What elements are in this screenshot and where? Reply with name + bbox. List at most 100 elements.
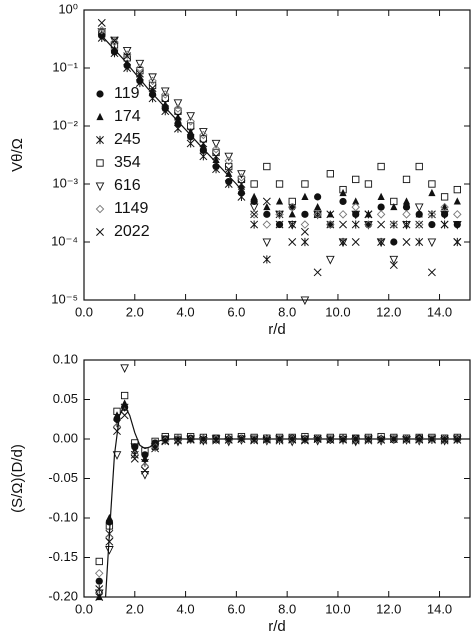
point [364,180,373,188]
point [428,220,436,229]
point [313,434,322,444]
point [338,238,348,248]
point [300,296,310,306]
y-tick-label: 10⁻² [52,117,78,132]
point [402,220,411,230]
point [186,139,195,148]
point [352,210,360,218]
point [224,152,234,162]
point [313,210,322,219]
point [174,119,182,128]
x-tick-label: 6.0 [227,304,245,319]
point [95,593,104,601]
y-tick-label: -0.20 [48,588,78,603]
point [326,210,335,219]
point [237,192,246,201]
point [224,435,233,444]
point [415,220,424,229]
point [313,268,322,277]
point [288,238,297,246]
point [428,180,436,188]
y-axis-label: Vθ/Ω [9,138,26,172]
point [352,197,360,205]
x-tick-label: 14.0 [427,601,452,616]
legend-label: 1149 [114,200,149,217]
point [427,434,437,444]
point [389,220,398,229]
point [250,180,258,188]
point [97,18,106,27]
point [453,220,461,229]
point [300,237,309,247]
point [224,165,233,174]
point [453,435,462,444]
point [441,210,449,218]
legend-label: 616 [114,177,141,194]
point [199,128,208,137]
y-tick-label: -0.10 [48,509,78,524]
point [105,513,113,522]
point [288,210,296,218]
point [173,104,183,113]
point [339,220,347,229]
point [187,122,195,130]
point [300,220,310,229]
point [262,255,271,264]
x-tick-label: 2.0 [126,601,144,616]
point [262,435,271,444]
point [262,197,271,206]
point [376,210,386,219]
legend-label: 174 [114,108,141,125]
point [225,169,233,177]
point [212,436,221,445]
point [427,210,436,219]
point [250,192,258,200]
point [415,237,424,247]
x-tick-label: 4.0 [177,304,195,319]
point [377,220,386,229]
point [186,127,195,136]
point [112,451,122,460]
point [212,152,221,161]
legend-marker [95,204,105,214]
point [151,444,160,453]
point [161,90,170,99]
point [122,46,132,56]
point [414,203,424,213]
point [105,546,114,555]
point [95,557,103,566]
point [326,435,335,444]
point [428,188,436,197]
legend-marker [96,135,104,145]
point [390,238,398,246]
point [249,210,259,219]
point [326,220,335,229]
point [339,435,347,444]
y-tick-label: 0.05 [53,391,78,406]
point [453,185,461,194]
point [95,577,103,585]
y-tick-label: 10⁻⁵ [51,291,78,306]
point [377,162,385,171]
point [224,179,233,189]
point [275,434,284,444]
point [288,202,297,212]
point [130,450,139,459]
point [402,435,411,444]
point [301,210,309,218]
point [339,185,347,194]
point [121,399,129,407]
point [275,197,284,205]
point [140,471,150,480]
point [135,63,145,73]
legend-marker [96,112,104,121]
point [237,170,246,179]
point [351,220,360,229]
point [186,117,195,126]
point [364,220,373,229]
point [389,220,399,229]
point [275,180,284,188]
x-tick-label: 8.0 [278,304,296,319]
point [300,227,309,236]
